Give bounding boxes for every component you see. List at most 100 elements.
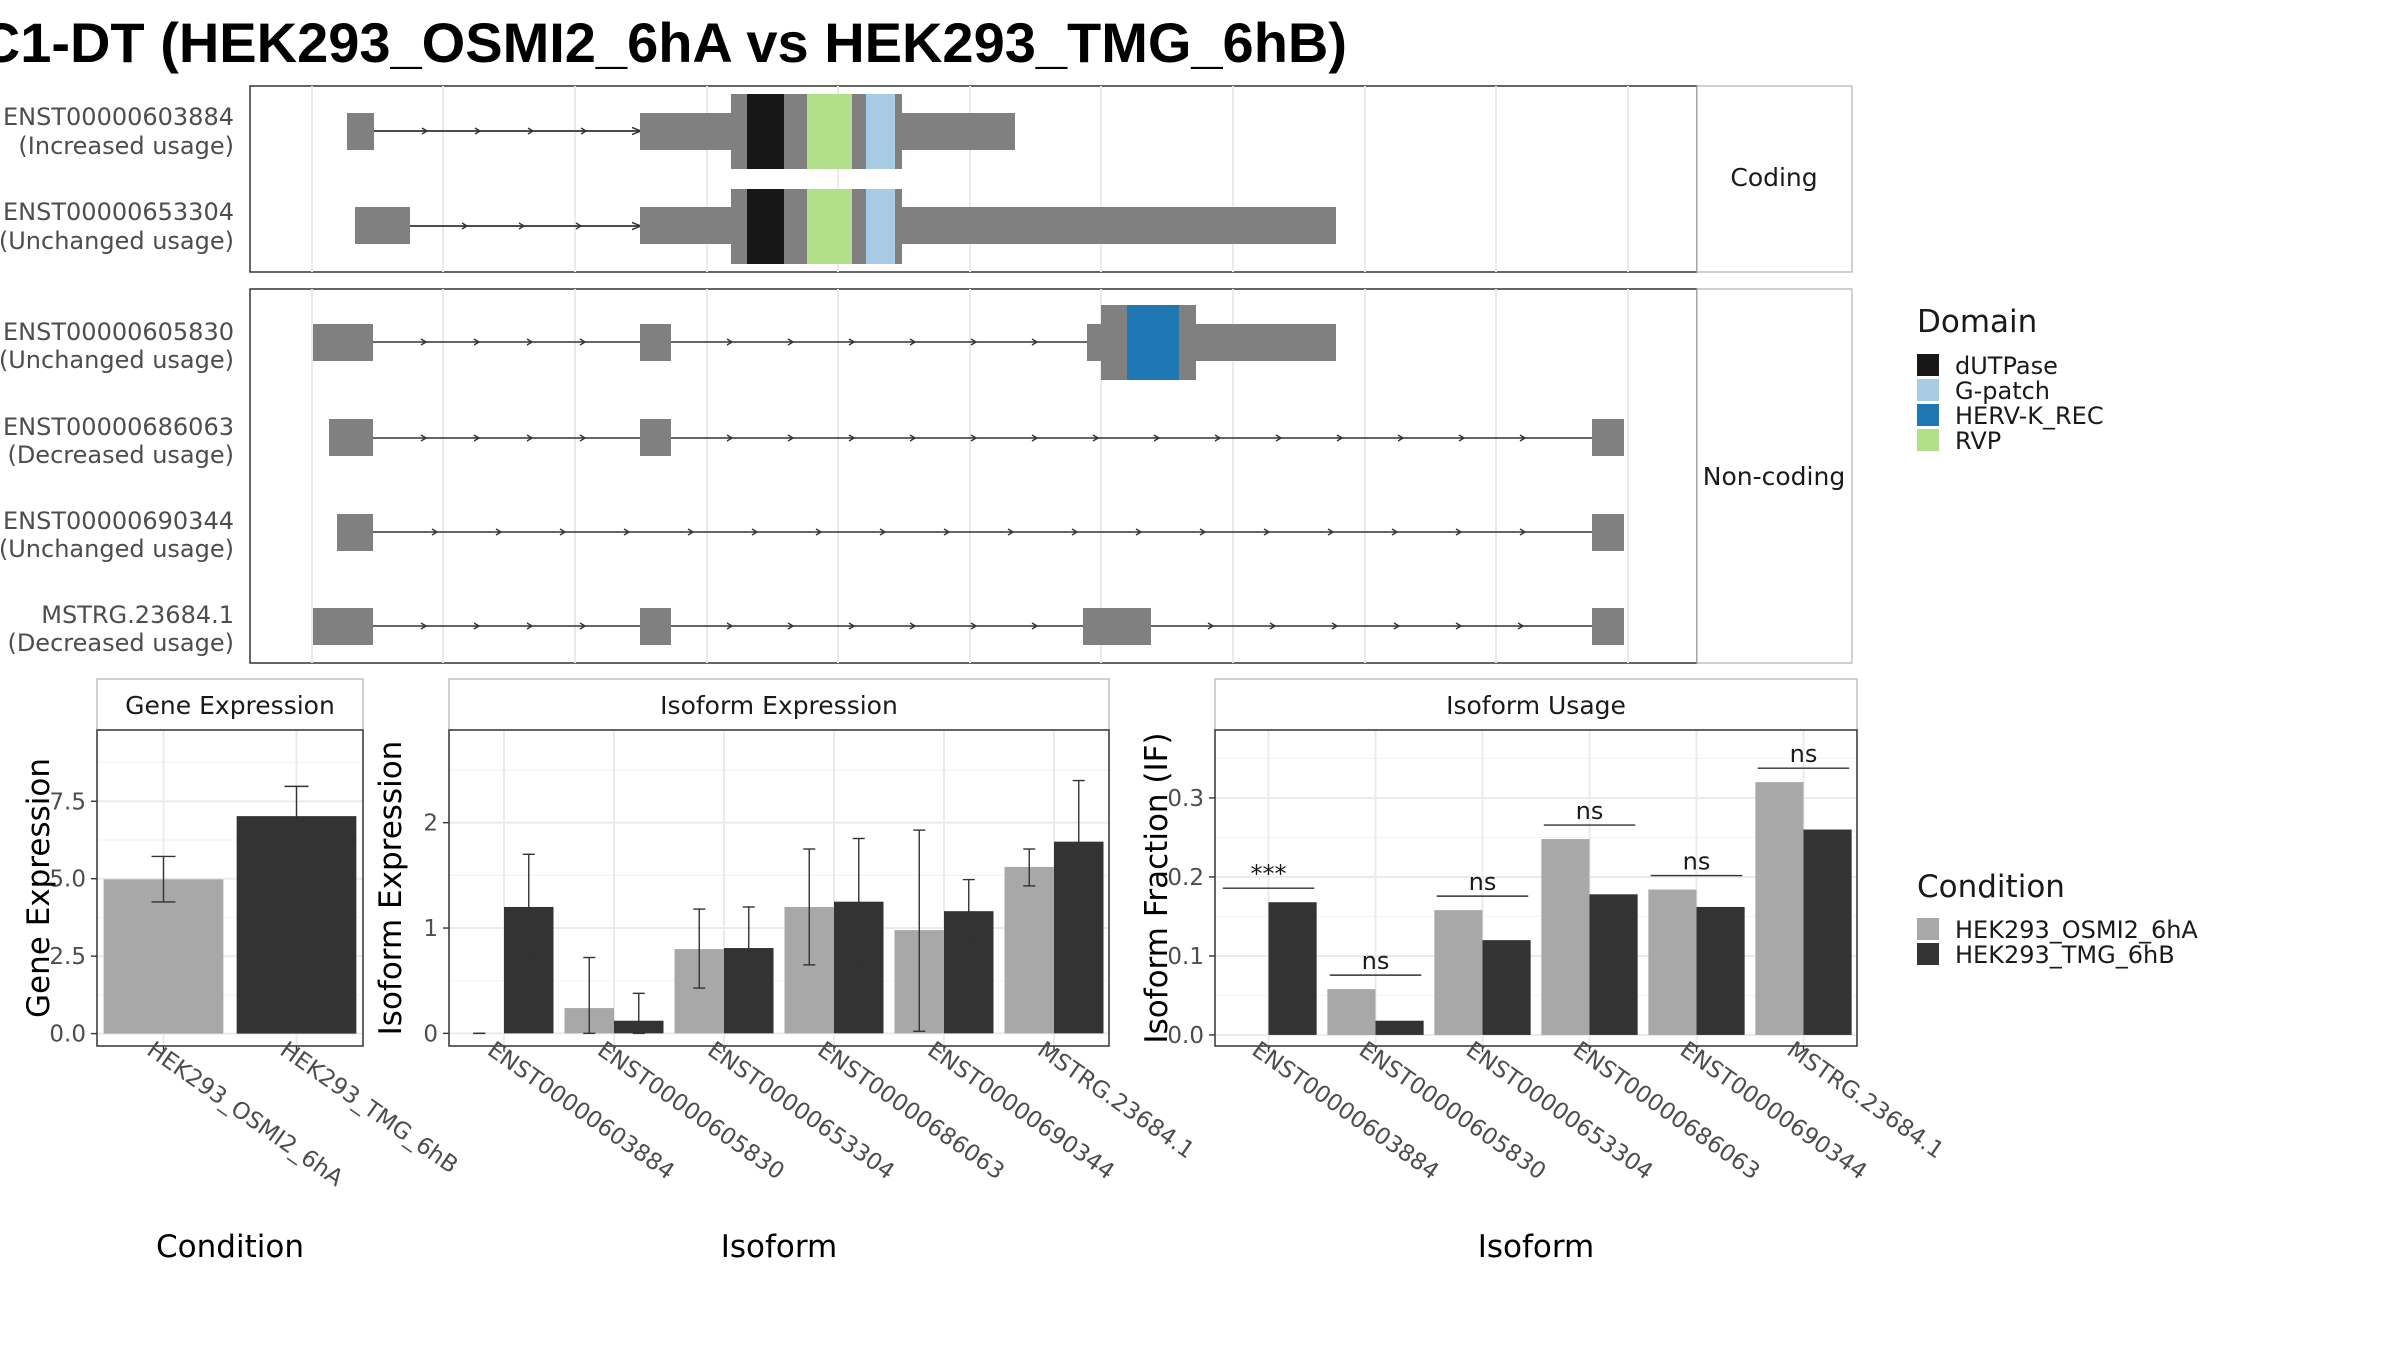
bar [1327, 989, 1376, 1035]
intron-arrow [787, 622, 795, 630]
intron-arrow [970, 622, 978, 630]
intron-arrow [473, 434, 481, 442]
intron-arrow [526, 434, 534, 442]
legend-label: G-patch [1955, 377, 2050, 405]
intron-arrow [687, 528, 695, 536]
intron-arrows [374, 131, 640, 226]
bar [1268, 902, 1317, 1035]
x-tick-label: ENST00000653304 [1461, 1037, 1657, 1185]
intron-arrow [1455, 528, 1463, 536]
significance-label: ns [1469, 868, 1497, 896]
exon [313, 608, 373, 645]
intron-arrow [1214, 434, 1222, 442]
legend-swatch-dutpase [1917, 354, 1939, 376]
domain-g-patch [866, 94, 895, 169]
panel-strip-title: Isoform Expression [660, 691, 898, 720]
intron-arrow [726, 338, 734, 346]
transcript-MSTRG.23684.1 [313, 608, 1624, 645]
intron-arrow [943, 528, 951, 536]
x-tick-label: ENST00000690344 [1675, 1037, 1871, 1185]
y-tick-label: 0.0 [1167, 1023, 1204, 1049]
x-tick-label: ENST00000603884 [483, 1037, 679, 1185]
intron-arrow [970, 338, 978, 346]
exon [1592, 608, 1624, 645]
noncoding-strip [1696, 288, 1853, 664]
exon [640, 608, 671, 645]
intron-arrow [526, 622, 534, 630]
legend-swatch-g-patch [1917, 379, 1939, 401]
figure-title: Isoform switch in TMCC1-DT (HEK293_OSMI2… [0, 11, 1347, 74]
panel-frame [1214, 729, 1858, 1047]
intron-arrow [461, 222, 469, 230]
intron-arrow [1207, 622, 1215, 630]
bar [1375, 1020, 1424, 1035]
intron-arrow [1031, 434, 1039, 442]
figure-title-clip: Isoform switch in TMCC1-DT (HEK293_OSMI2… [0, 0, 1872, 90]
significance-label: *** [1251, 860, 1287, 888]
bar [236, 816, 357, 1034]
transcript-ENST00000690344 [337, 514, 1624, 551]
coding-strip-label: Coding [1730, 163, 1817, 192]
intron-arrow [1517, 622, 1525, 630]
panel-strip [1214, 678, 1858, 731]
condition-legend: Condition HEK293_OSMI2_6hA HEK293_TMG_6h… [1917, 869, 2198, 969]
intron-arrow [527, 127, 535, 135]
legend-swatch-condition-b [1917, 943, 1939, 965]
y-tick-label: 7.5 [49, 789, 86, 815]
exon [1592, 419, 1624, 456]
transcript-usage: (Unchanged usage) [0, 227, 234, 255]
intron-arrow [1458, 434, 1466, 442]
exon [313, 324, 373, 361]
intron-arrow [495, 528, 503, 536]
exon [1083, 608, 1151, 645]
structure-plot: Coding Non-coding ENST00000603884 (Incre… [0, 85, 1853, 664]
intron-arrow [1092, 434, 1100, 442]
x-axis-label: Isoform [721, 1229, 838, 1265]
x-tick-label: ENST00000605830 [1354, 1037, 1550, 1185]
y-tick-label: 0.1 [1167, 944, 1204, 970]
transcript-usage: (Decreased usage) [7, 629, 234, 657]
intron-arrow [580, 127, 588, 135]
bar [1541, 839, 1590, 1035]
bar [1482, 940, 1531, 1035]
legend-label: RVP [1955, 427, 2001, 455]
intron-arrow [1199, 528, 1207, 536]
domain-dutpase [747, 94, 784, 169]
intron-arrow [879, 528, 887, 536]
legend-label: HERV-K_REC [1955, 402, 2104, 430]
transcript-usage: (Unchanged usage) [0, 346, 234, 374]
intron-arrow [848, 622, 856, 630]
bar [1004, 866, 1054, 1034]
legend-swatch-condition-a [1917, 918, 1939, 940]
y-tick-label: 5.0 [49, 867, 86, 893]
x-tick-label: ENST00000603884 [1247, 1037, 1443, 1185]
y-tick-label: 1 [423, 916, 438, 942]
intron-arrow [526, 338, 534, 346]
x-tick-label: ENST00000690344 [923, 1037, 1119, 1185]
bar [1434, 910, 1483, 1035]
transcript-label: ENST00000603884 [3, 103, 234, 131]
legend-label: HEK293_TMG_6hB [1955, 941, 2175, 969]
transcript-label: ENST00000653304 [3, 198, 234, 226]
noncoding-strip-label: Non-coding [1703, 462, 1845, 491]
domain-herv-k-rec [1127, 305, 1179, 380]
transcript-label: ENST00000605830 [3, 318, 234, 346]
y-axis-label: Isoform Fraction (IF) [1139, 732, 1175, 1043]
domain-g-patch [866, 189, 895, 264]
intron-arrow [575, 222, 583, 230]
panel-strip [96, 678, 364, 731]
intron-arrow [1519, 434, 1527, 442]
intron-arrow [579, 622, 587, 630]
bar [1755, 782, 1804, 1035]
domain-dutpase [747, 189, 784, 264]
intron-arrow [1031, 338, 1039, 346]
intron-arrow [1336, 434, 1344, 442]
intron-arrow [787, 434, 795, 442]
transcript-ENST00000603884 [347, 94, 1015, 169]
exon [355, 207, 410, 244]
x-axis-label: Condition [156, 1229, 304, 1265]
x-tick-label: ENST00000653304 [703, 1037, 899, 1185]
intron-arrow [421, 127, 429, 135]
significance-label: ns [1683, 848, 1711, 876]
legend-swatch-herv-k-rec [1917, 404, 1939, 426]
